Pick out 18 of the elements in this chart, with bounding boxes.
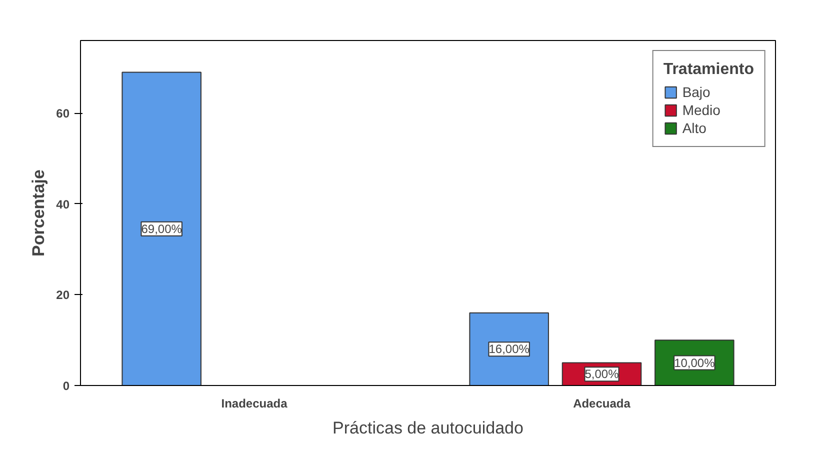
data-label: 5,00% bbox=[584, 367, 620, 382]
bar bbox=[122, 72, 202, 386]
x-tick-label: Adecuada bbox=[573, 396, 631, 410]
y-tick-label: 20 bbox=[56, 288, 70, 302]
y-axis-title: Porcentaje bbox=[29, 170, 48, 256]
legend-label: Medio bbox=[682, 102, 720, 118]
legend-label: Alto bbox=[682, 120, 706, 136]
data-label: 69,00% bbox=[141, 222, 182, 236]
x-axis-title: Prácticas de autocuidado bbox=[332, 418, 524, 438]
y-tick-label: 60 bbox=[56, 106, 70, 121]
y-tick-label: 40 bbox=[56, 197, 70, 212]
x-tick-label: Inadecuada bbox=[221, 396, 288, 410]
y-tick-label: 0 bbox=[62, 379, 70, 393]
data-label: 10,00% bbox=[674, 356, 716, 370]
legend-label: Bajo bbox=[682, 84, 710, 100]
data-label: 16,00% bbox=[488, 342, 530, 356]
bar bbox=[469, 312, 549, 386]
legend-title: Tratamiento bbox=[663, 61, 754, 79]
